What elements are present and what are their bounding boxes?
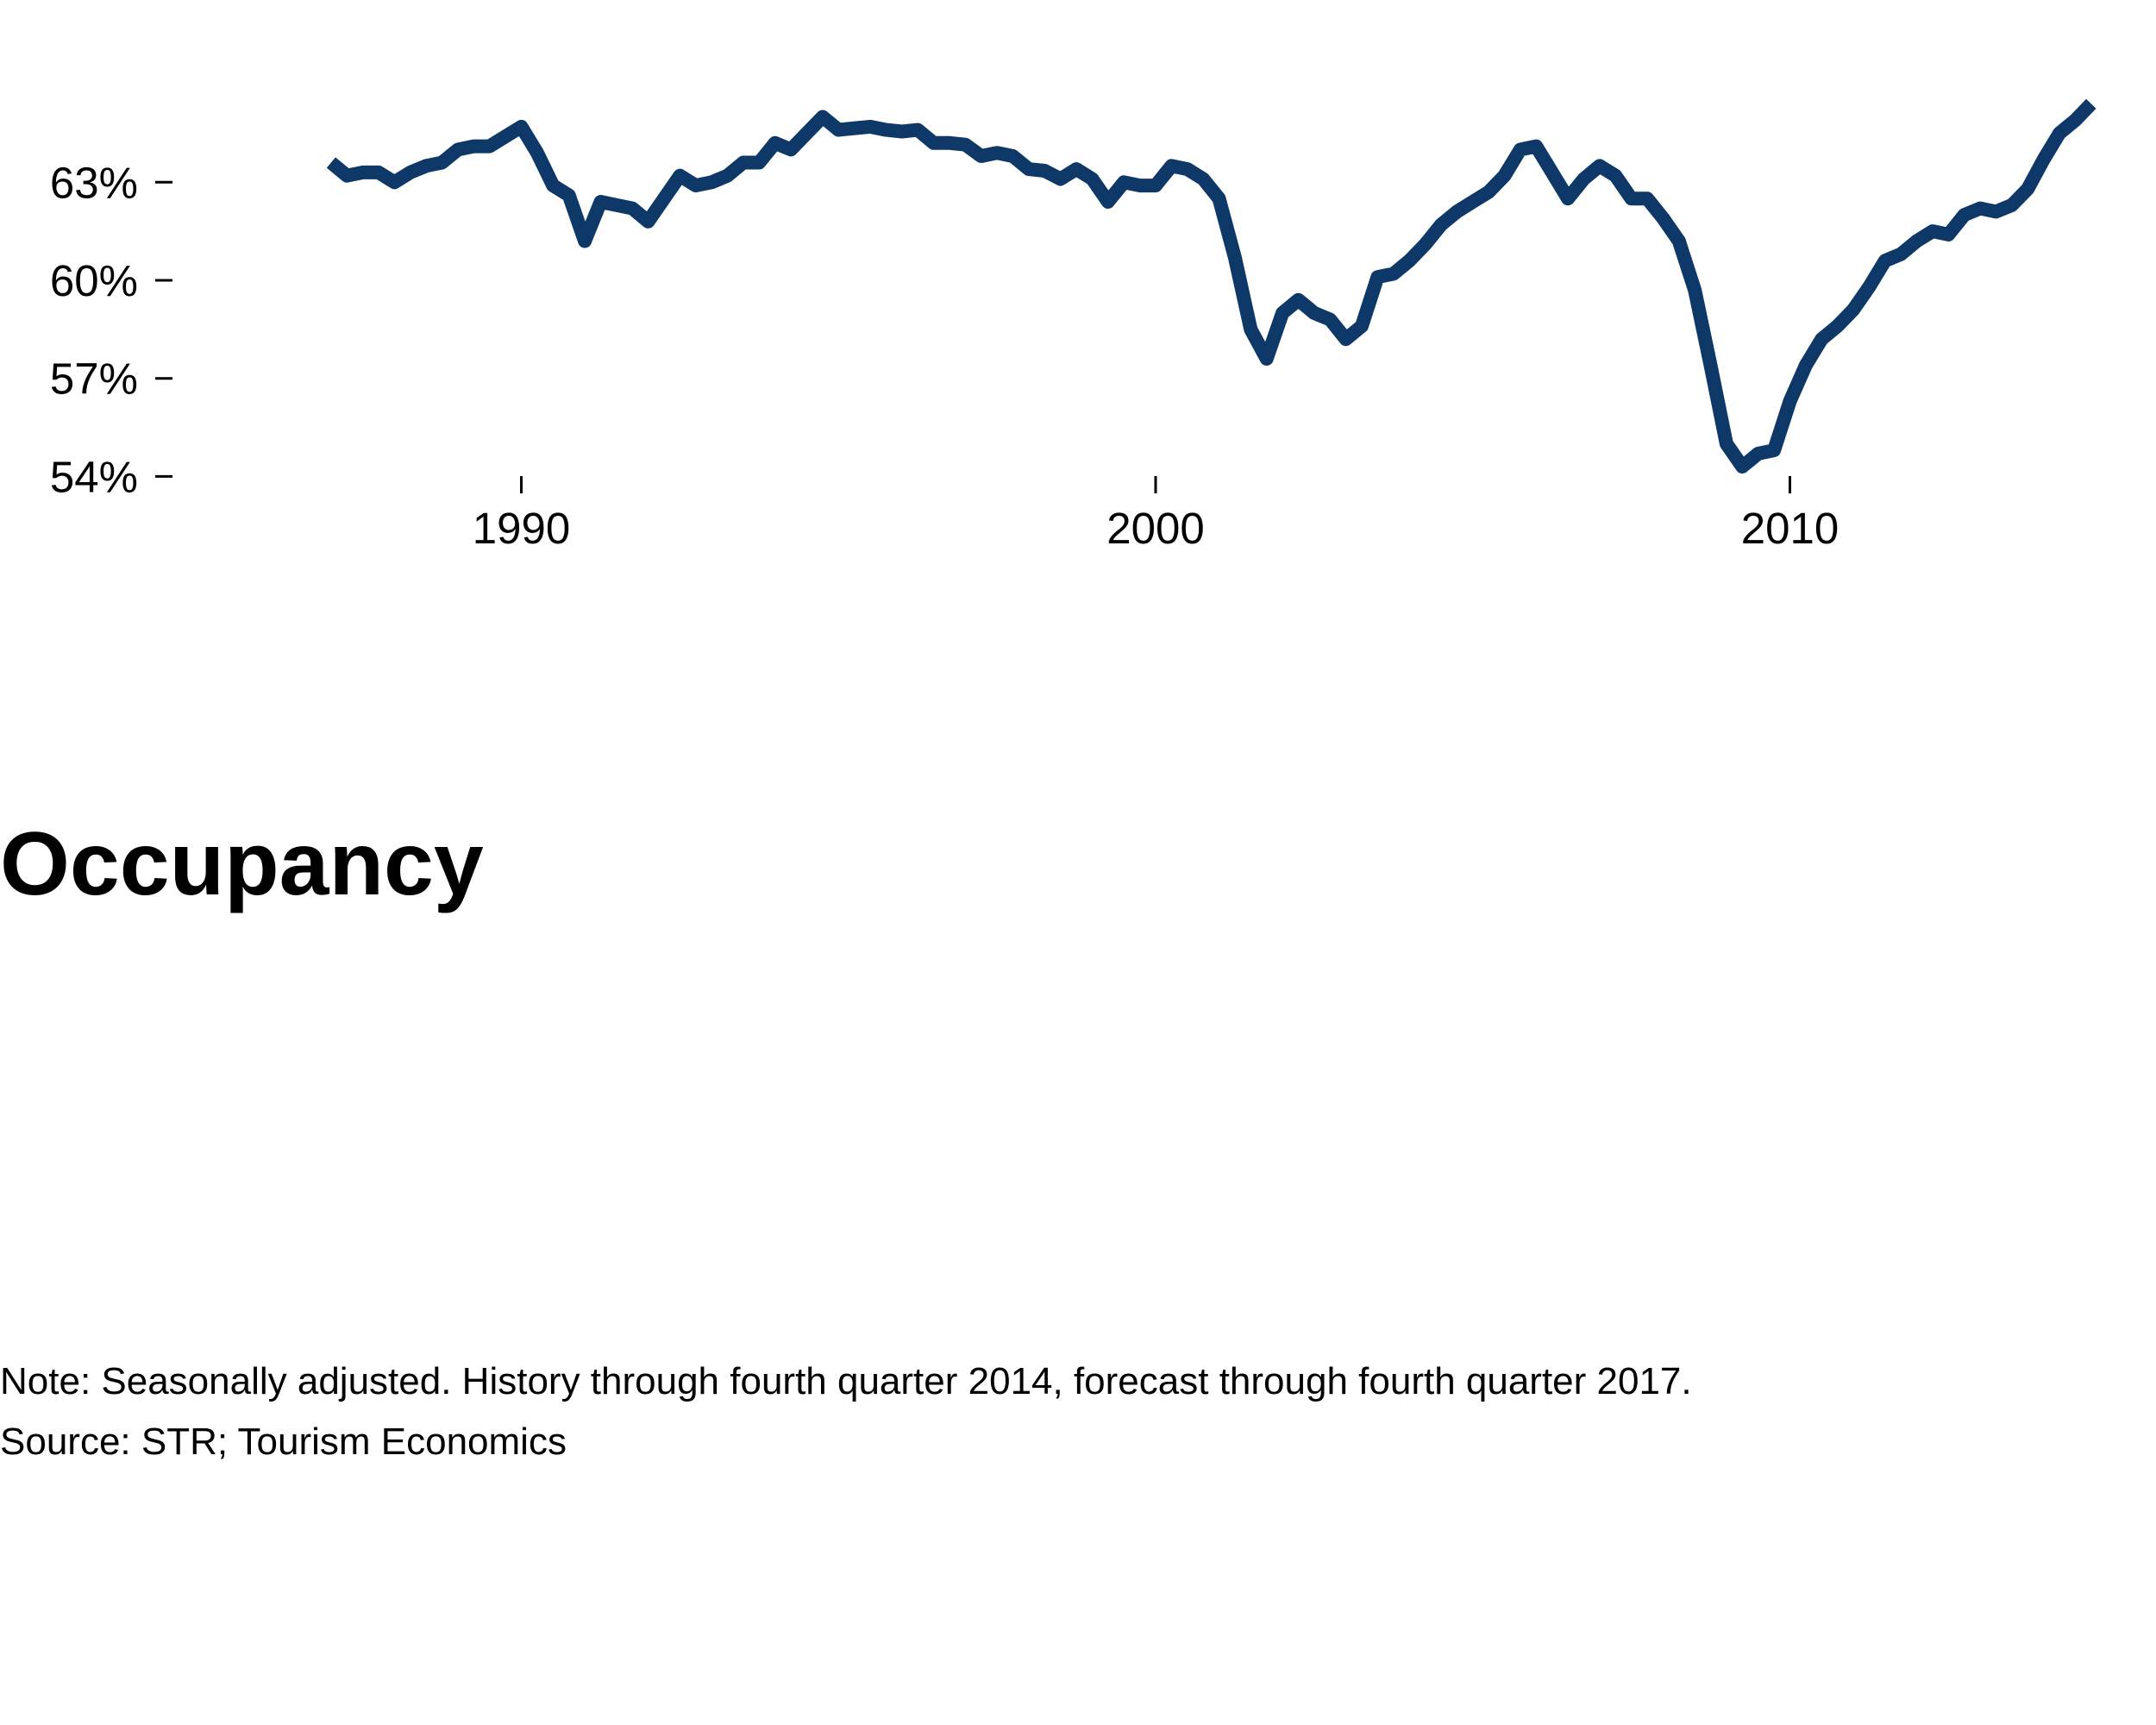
y-tick-label: 57% bbox=[50, 354, 138, 404]
y-tick-label: 63% bbox=[50, 158, 138, 207]
x-axis: 1990 2000 2010 bbox=[473, 476, 1839, 553]
y-tick-label: 54% bbox=[50, 452, 138, 501]
chart-title: Occupancy bbox=[0, 814, 484, 914]
x-tick-label: 2000 bbox=[1106, 504, 1204, 553]
y-tick-label: 60% bbox=[50, 256, 138, 305]
x-tick-label: 1990 bbox=[473, 504, 570, 553]
x-tick-label: 2010 bbox=[1741, 504, 1839, 553]
chart-note: Note: Seasonally adjusted. History throu… bbox=[0, 1360, 1692, 1402]
occupancy-series-line bbox=[326, 98, 2096, 474]
y-axis: 54% 57% 60% 63% bbox=[50, 158, 172, 501]
chart-source: Source: STR; Tourism Economics bbox=[0, 1421, 567, 1463]
occupancy-line-chart: 54% 57% 60% 63% 1990 2000 2010 bbox=[50, 98, 2096, 553]
